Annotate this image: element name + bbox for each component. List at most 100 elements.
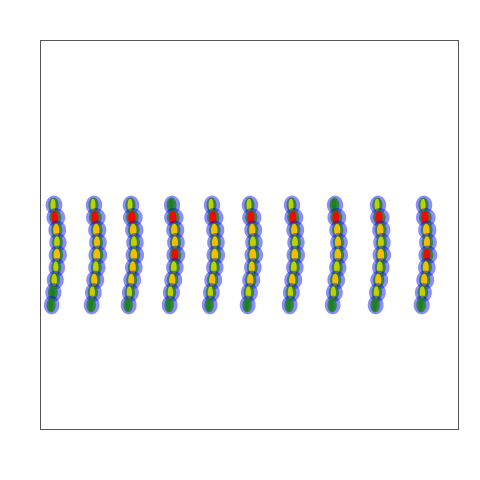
heat-cell	[93, 236, 100, 249]
heat-cell	[50, 198, 56, 212]
heat-column-7	[281, 195, 306, 315]
heat-cell	[286, 298, 291, 312]
heat-cell	[423, 248, 431, 262]
heat-cell	[209, 273, 216, 287]
heat-cell	[375, 211, 383, 224]
heat-cell	[126, 286, 133, 299]
heat-cell	[211, 236, 218, 249]
heat-cell	[422, 223, 430, 237]
heat-column-2	[83, 195, 108, 315]
heat-cell	[334, 223, 341, 237]
heat-cell	[292, 236, 298, 249]
heat-cell	[375, 273, 382, 287]
heat-cell	[92, 261, 99, 274]
heat-cell	[376, 261, 383, 274]
heat-cell	[208, 198, 214, 212]
heat-column-4	[161, 195, 186, 315]
heat-cell	[418, 298, 423, 312]
heat-cell	[171, 223, 178, 237]
heat-cell	[206, 298, 211, 312]
heat-cell	[127, 211, 136, 224]
heat-column-10	[413, 195, 438, 315]
heat-cell	[288, 198, 294, 212]
heat-cell	[92, 223, 100, 237]
heat-cell	[378, 236, 384, 249]
heat-cell	[334, 248, 342, 262]
heat-cell	[209, 211, 217, 224]
heat-cell	[422, 261, 429, 274]
heat-cell	[128, 273, 135, 287]
heat-cell	[53, 261, 59, 274]
heat-cell	[332, 211, 340, 224]
heat-cell	[420, 198, 426, 212]
heatmap-blobs	[43, 195, 438, 315]
heat-cell	[332, 273, 339, 287]
heat-cell	[91, 211, 99, 224]
heat-cell	[423, 236, 431, 249]
heat-cell	[331, 198, 337, 212]
heat-column-8	[324, 195, 348, 315]
heat-cell	[53, 248, 61, 262]
heat-cell	[421, 273, 428, 287]
heat-cell	[376, 223, 384, 237]
heat-cell	[53, 223, 60, 237]
heat-column-3	[120, 195, 145, 315]
heat-cell	[374, 198, 380, 212]
heat-cell	[330, 286, 337, 299]
heat-cell	[250, 236, 256, 249]
heat-cell	[125, 298, 130, 312]
heat-cell	[90, 198, 96, 212]
heat-cell	[244, 298, 249, 312]
heat-cell	[373, 286, 380, 299]
heat-cell	[291, 248, 299, 262]
heat-cell	[93, 248, 101, 262]
heat-column-1	[43, 195, 67, 315]
heat-cell	[171, 236, 179, 249]
heat-cell	[127, 198, 133, 212]
heat-cell	[419, 286, 426, 299]
heat-cell	[171, 248, 179, 262]
heat-cell	[289, 211, 297, 224]
heat-cell	[290, 261, 297, 274]
heat-cell	[245, 286, 252, 299]
heat-cell	[129, 261, 136, 274]
heat-cell	[169, 273, 176, 287]
heat-cell	[334, 236, 341, 249]
heat-cell	[207, 286, 214, 299]
heat-cell	[129, 223, 137, 237]
heat-cell	[170, 261, 177, 274]
heat-cell	[91, 273, 98, 287]
heat-column-9	[367, 195, 392, 315]
heat-cell	[131, 236, 137, 249]
heat-cell	[89, 286, 95, 299]
heat-cell	[249, 248, 257, 262]
heat-cell	[246, 198, 252, 212]
heat-cell	[211, 248, 219, 262]
heat-cell	[51, 273, 57, 287]
heat-cell	[420, 211, 429, 224]
heat-cell	[372, 298, 377, 312]
heat-column-6	[239, 195, 264, 315]
heat-cell	[249, 223, 256, 237]
heat-cell	[51, 211, 59, 224]
heat-cell	[166, 298, 171, 312]
heat-cell	[88, 298, 93, 312]
heat-cell	[247, 211, 255, 224]
heat-cell	[333, 261, 340, 274]
heat-cell	[169, 211, 177, 224]
heat-cell	[54, 236, 60, 249]
heat-cell	[48, 298, 53, 312]
heat-cell	[247, 273, 254, 287]
heat-column-5	[201, 195, 226, 315]
heat-cell	[167, 286, 174, 299]
heat-cell	[287, 286, 294, 299]
heat-cell	[329, 298, 334, 312]
heat-cell	[210, 261, 217, 274]
heat-cell	[377, 248, 385, 262]
heat-cell	[210, 223, 218, 237]
heat-cell	[49, 286, 55, 299]
heat-cell	[168, 198, 174, 212]
heat-cell	[248, 261, 255, 274]
